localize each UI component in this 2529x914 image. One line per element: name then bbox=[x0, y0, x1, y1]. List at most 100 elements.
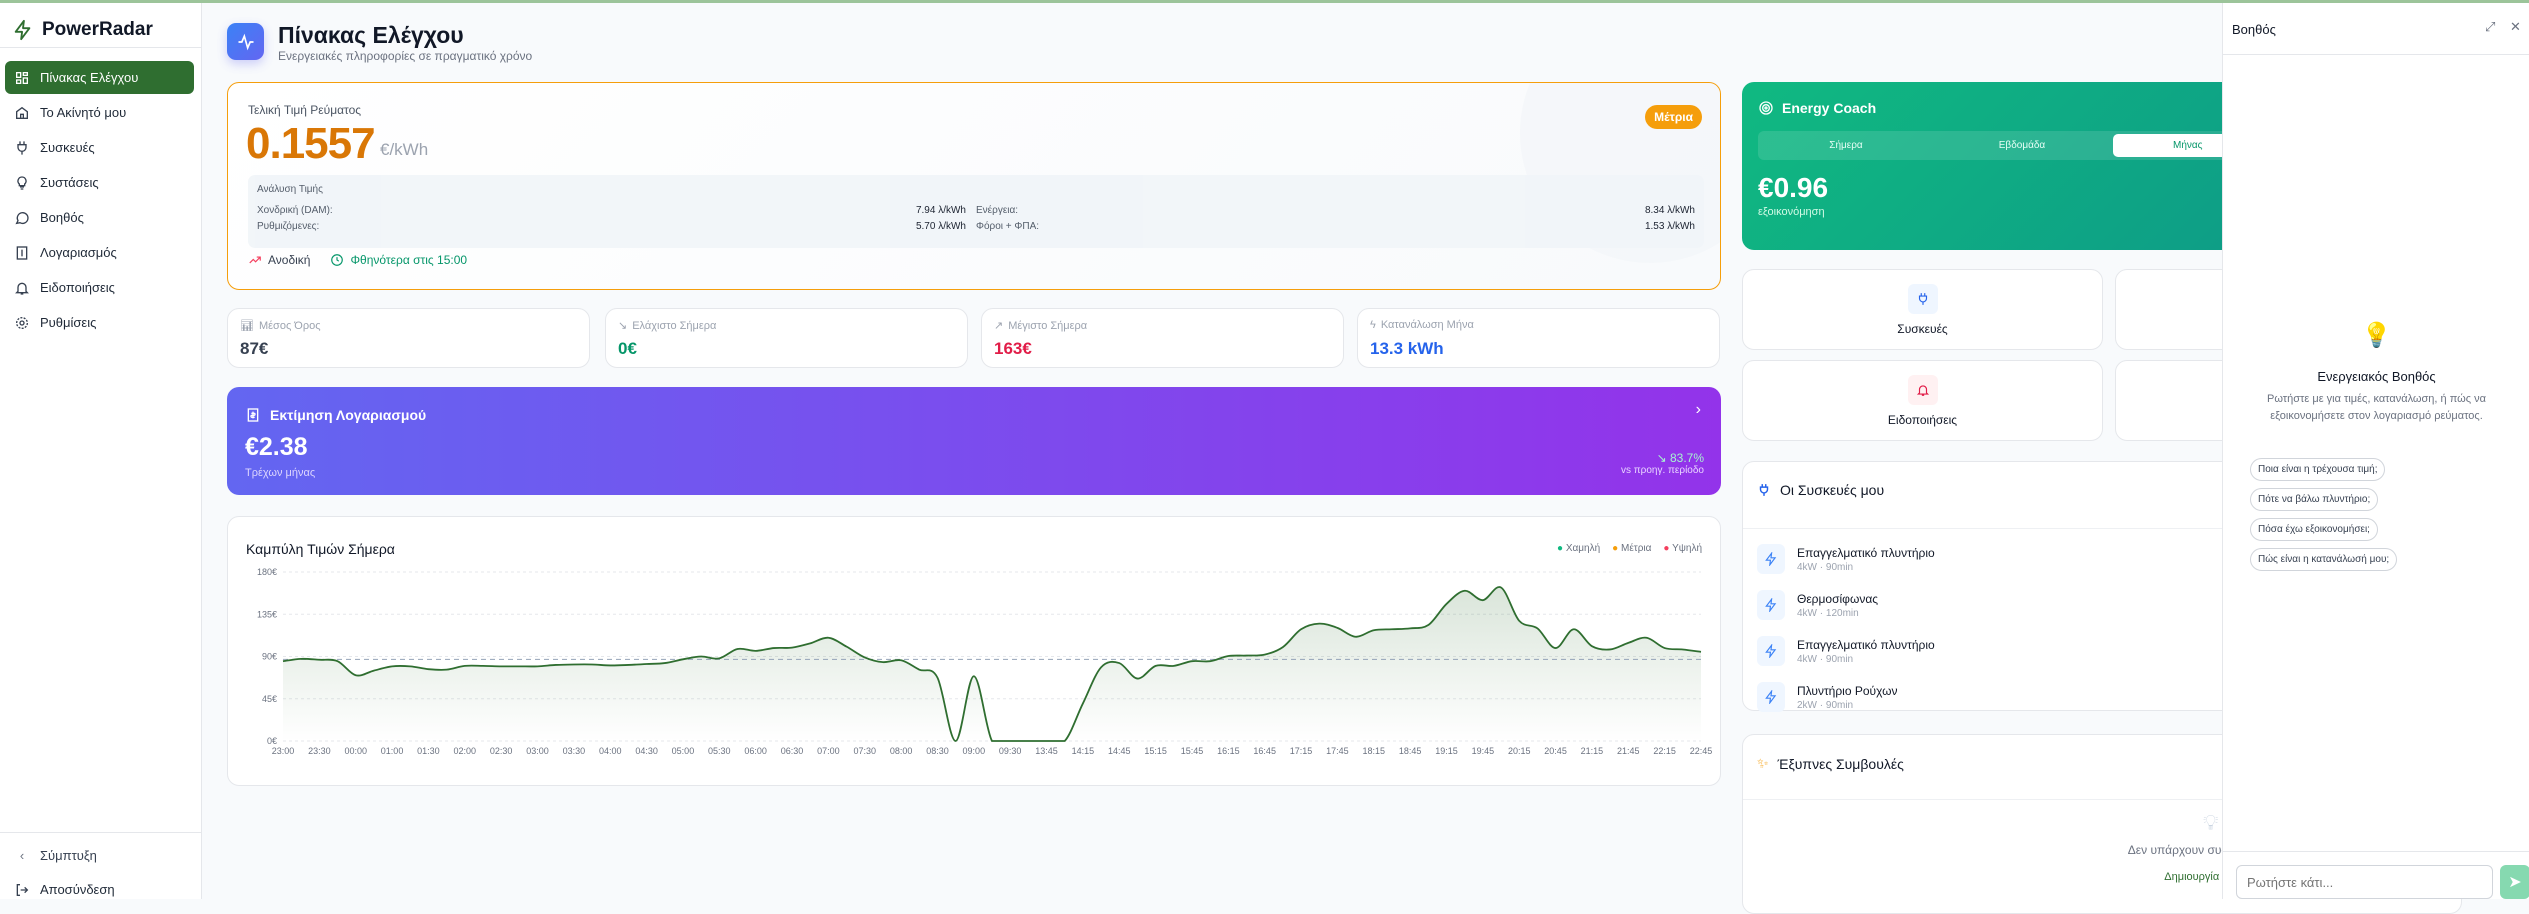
top-border bbox=[0, 0, 2529, 3]
bell-icon bbox=[1908, 375, 1938, 405]
sidebar-item-7[interactable]: Ρυθμίσεις bbox=[5, 306, 194, 339]
x-tick-label: 07:00 bbox=[817, 746, 840, 756]
stat-value: 0€ bbox=[618, 339, 637, 359]
x-tick-label: 09:00 bbox=[963, 746, 986, 756]
panel-title: Βοηθός bbox=[2232, 22, 2276, 37]
device-meta: 4kW · 120min bbox=[1797, 608, 1878, 619]
tab-week[interactable]: Εβδομάδα bbox=[1934, 131, 2110, 160]
bill-estimate-card[interactable]: Εκτίμηση Λογαριασμού €2.38 Τρέχων μήνας … bbox=[227, 387, 1721, 495]
x-tick-label: 23:00 bbox=[272, 746, 295, 756]
tile-notifications[interactable]: Ειδοποιήσεις bbox=[1742, 360, 2103, 441]
sidebar-item-1[interactable]: Το Ακίνητό μου bbox=[5, 96, 194, 129]
device-name: Επαγγελματικό πλυντήριο bbox=[1797, 546, 1935, 560]
y-tick-label: 45€ bbox=[262, 694, 277, 704]
chevron-right-icon[interactable]: › bbox=[1696, 401, 1701, 419]
lightbulb-icon: 💡︎ bbox=[2203, 810, 2218, 836]
divider bbox=[2223, 54, 2529, 55]
logout-icon bbox=[14, 882, 30, 898]
logout-button[interactable]: Αποσύνδεση bbox=[5, 873, 194, 906]
assistant-panel: Βοηθός ⤢ ✕ 💡 Ενεργειακός Βοηθός Ρωτήστε … bbox=[2222, 3, 2529, 899]
price-area bbox=[283, 587, 1701, 741]
trend-down-icon: ↘ bbox=[618, 319, 627, 332]
trend-label: Ανοδική bbox=[268, 253, 310, 267]
gear-icon bbox=[14, 315, 30, 331]
price-unit: €/kWh bbox=[380, 140, 428, 160]
bolt-icon bbox=[1757, 636, 1785, 666]
plug-icon bbox=[1908, 284, 1938, 314]
x-tick-label: 08:30 bbox=[926, 746, 949, 756]
sidebar-item-2[interactable]: Συσκευές bbox=[5, 131, 194, 164]
x-tick-label: 17:45 bbox=[1326, 746, 1349, 756]
sidebar-item-3[interactable]: Συστάσεις bbox=[5, 166, 194, 199]
sidebar-item-4[interactable]: Βοηθός bbox=[5, 201, 194, 234]
divider bbox=[2223, 851, 2529, 852]
logo[interactable]: PowerRadar bbox=[12, 17, 153, 43]
x-tick-label: 02:00 bbox=[454, 746, 477, 756]
x-tick-label: 02:30 bbox=[490, 746, 513, 756]
sidebar-item-label: Ειδοποιήσεις bbox=[40, 280, 115, 295]
dashboard-icon bbox=[14, 70, 30, 86]
x-tick-label: 19:45 bbox=[1472, 746, 1495, 756]
x-tick-label: 03:30 bbox=[563, 746, 586, 756]
coach-title: Energy Coach bbox=[1782, 100, 1876, 116]
x-tick-label: 07:30 bbox=[853, 746, 876, 756]
tile-devices[interactable]: Συσκευές bbox=[1742, 269, 2103, 350]
send-button[interactable]: ➤ bbox=[2500, 865, 2529, 899]
divider bbox=[0, 832, 202, 833]
savings-value: €0.96 bbox=[1758, 172, 1828, 204]
breakdown-value: 8.34 λ/kWh bbox=[1645, 205, 1695, 216]
breakdown-key: Χονδρική (DAM): bbox=[257, 205, 333, 216]
x-tick-label: 14:45 bbox=[1108, 746, 1131, 756]
x-tick-label: 13:45 bbox=[1035, 746, 1058, 756]
tips-title: Έξυπνες Συμβουλές bbox=[1778, 756, 1904, 772]
suggestion-chip[interactable]: Πόσα έχω εξοικονομήσει; bbox=[2250, 518, 2378, 541]
device-meta: 4kW · 90min bbox=[1797, 562, 1935, 573]
tab-today[interactable]: Σήμερα bbox=[1758, 131, 1934, 160]
sidebar-item-label: Λογαριασμός bbox=[40, 245, 117, 260]
cheapest-time: Φθηνότερα στις 15:00 bbox=[350, 253, 467, 267]
x-tick-label: 06:30 bbox=[781, 746, 804, 756]
sidebar-item-6[interactable]: Ειδοποιήσεις bbox=[5, 271, 194, 304]
x-tick-label: 01:30 bbox=[417, 746, 440, 756]
sidebar-item-label: Πίνακας Ελέγχου bbox=[40, 70, 138, 85]
device-item[interactable]: Επαγγελματικό πλυντήριο 4kW · 90min bbox=[1757, 544, 1935, 574]
bill-sub: Τρέχων μήνας bbox=[245, 467, 315, 479]
device-name: Πλυντήριο Ρούχων bbox=[1797, 684, 1897, 698]
x-tick-label: 04:00 bbox=[599, 746, 622, 756]
divider bbox=[0, 47, 202, 48]
x-tick-label: 16:15 bbox=[1217, 746, 1240, 756]
x-tick-label: 09:30 bbox=[999, 746, 1022, 756]
app-name: PowerRadar bbox=[42, 19, 153, 41]
breakdown-title: Ανάλυση Τιμής bbox=[257, 184, 323, 195]
bar-chart-icon: 📊︎ bbox=[240, 319, 254, 332]
clock-icon bbox=[330, 253, 344, 267]
suggestion-chip[interactable]: Ποια είναι η τρέχουσα τιμή; bbox=[2250, 458, 2385, 481]
assistant-heading: Ενεργειακός Βοηθός bbox=[2223, 369, 2529, 384]
close-icon[interactable]: ✕ bbox=[2510, 19, 2521, 35]
suggestion-chip[interactable]: Πότε να βάλω πλυντήριο; bbox=[2250, 488, 2378, 511]
bolt-icon bbox=[1757, 590, 1785, 620]
suggestion-chip[interactable]: Πώς είναι η κατανάλωσή μου; bbox=[2250, 548, 2397, 571]
x-tick-label: 17:15 bbox=[1290, 746, 1313, 756]
x-tick-label: 05:00 bbox=[672, 746, 695, 756]
collapse-label: Σύμπτυξη bbox=[40, 848, 97, 863]
breakdown-key: Φόροι + ΦΠΑ: bbox=[976, 221, 1039, 232]
x-tick-label: 03:00 bbox=[526, 746, 549, 756]
collapse-button[interactable]: ‹ Σύμπτυξη bbox=[5, 839, 194, 872]
page-title: Πίνακας Ελέγχου bbox=[278, 22, 464, 49]
x-tick-label: 21:15 bbox=[1581, 746, 1604, 756]
bill-value: €2.38 bbox=[245, 433, 308, 462]
price-value: 0.1557 bbox=[246, 119, 375, 169]
chat-input[interactable] bbox=[2236, 865, 2493, 899]
expand-icon[interactable]: ⤢ bbox=[2485, 19, 2495, 35]
stat-label: Κατανάλωση Μήνα bbox=[1381, 319, 1474, 331]
price-breakdown: Ανάλυση Τιμής Χονδρική (DAM):7.94 λ/kWh … bbox=[248, 175, 1704, 248]
sidebar-item-5[interactable]: Λογαριασμός bbox=[5, 236, 194, 269]
sidebar-item-0[interactable]: Πίνακας Ελέγχου bbox=[5, 61, 194, 94]
x-tick-label: 01:00 bbox=[381, 746, 404, 756]
x-tick-label: 20:45 bbox=[1544, 746, 1567, 756]
